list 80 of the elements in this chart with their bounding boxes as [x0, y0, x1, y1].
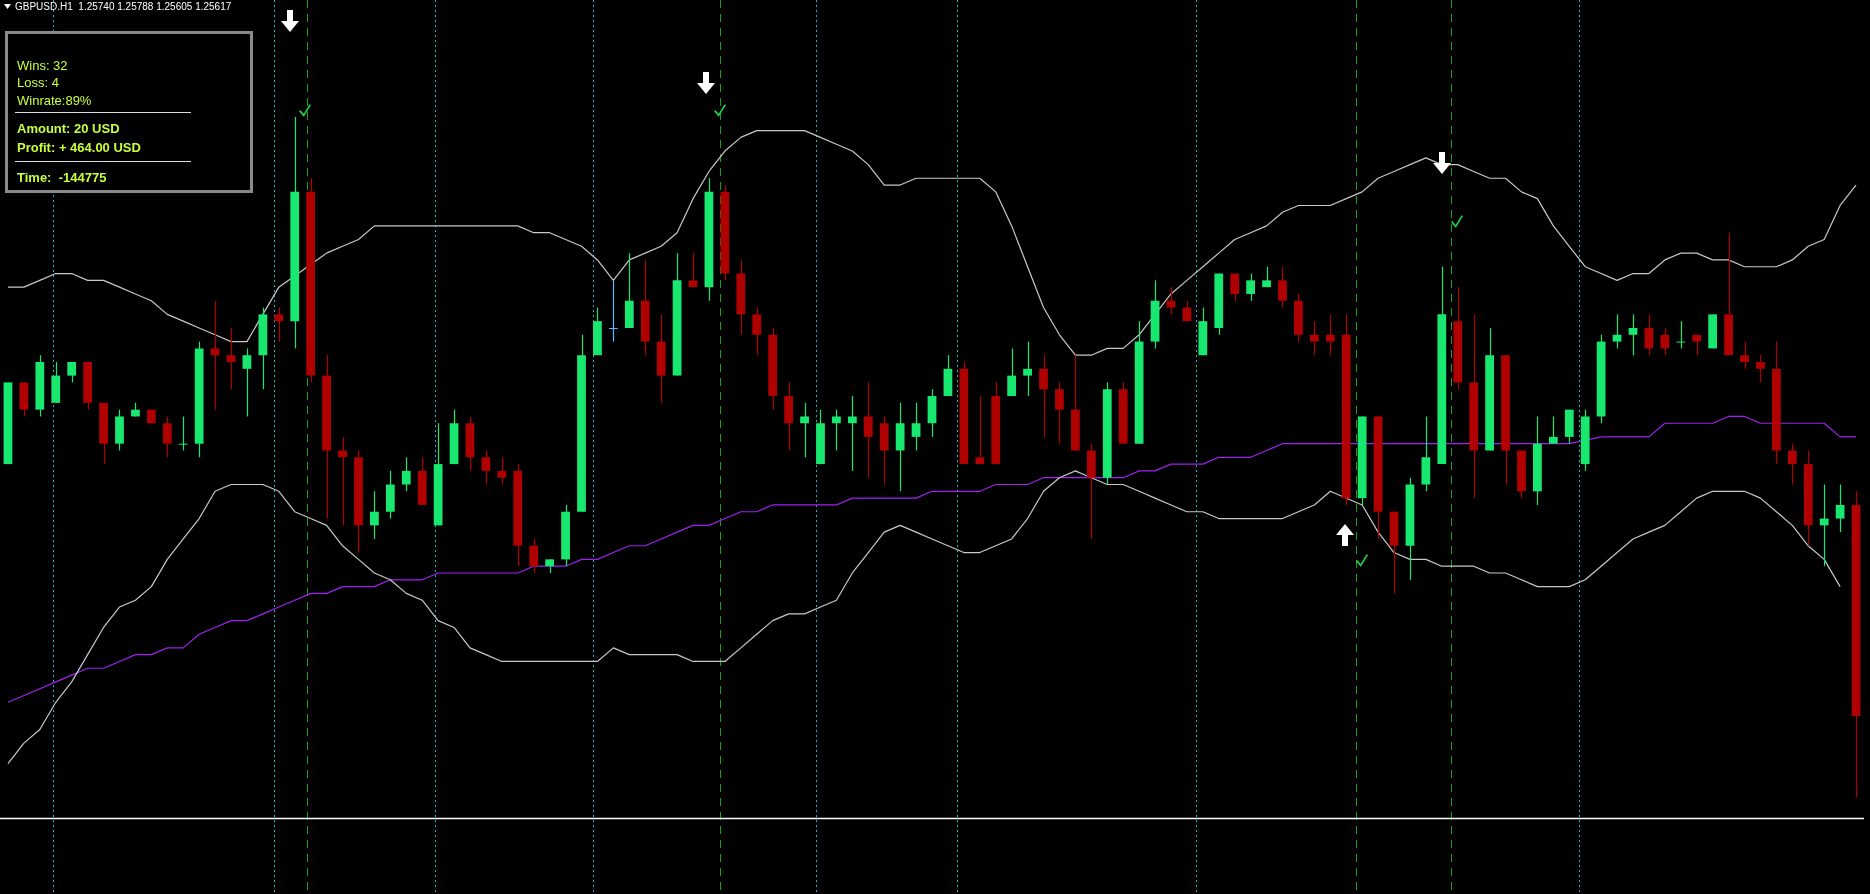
- candlestick: [832, 409, 841, 452]
- candlestick: [1533, 415, 1542, 506]
- candlestick: [863, 381, 873, 479]
- candlestick: [752, 306, 762, 356]
- chart-title: GBPUSD.H1 1.25740 1.25788 1.25605 1.25617: [15, 1, 232, 12]
- candlestick: [1118, 381, 1128, 445]
- candlestick: [513, 463, 523, 567]
- candlestick: [433, 422, 443, 526]
- candlestick: [1787, 443, 1797, 486]
- candlestick: [115, 409, 124, 452]
- candlestick: [1485, 327, 1494, 452]
- candlestick: [1469, 313, 1479, 499]
- candlestick: [1580, 409, 1590, 472]
- candlestick: [784, 381, 793, 452]
- candlestick: [1803, 449, 1813, 547]
- candlestick: [561, 504, 570, 567]
- candlestick: [497, 456, 507, 486]
- candlestick: [290, 116, 300, 349]
- candlestick: [1708, 313, 1718, 349]
- candlestick: [1086, 443, 1096, 540]
- candlestick: [1214, 272, 1224, 336]
- candlestick: [975, 395, 985, 465]
- candlestick: [1421, 415, 1431, 492]
- candlestick: [1325, 313, 1335, 356]
- candlestick: [338, 436, 347, 526]
- candlestick: [67, 361, 77, 384]
- candlestick: [306, 177, 316, 384]
- candlestick: [1596, 334, 1606, 424]
- candlestick: [1756, 354, 1765, 384]
- candlestick: [1357, 415, 1367, 506]
- candlestick: [83, 361, 93, 411]
- candlestick: [640, 259, 650, 356]
- candlestick: [1278, 266, 1287, 309]
- info-panel: Wins: 32 Loss: 4 Winrate:89% Amount: 20 USD Profit: + 464.00 USD Time: -144775: [5, 31, 253, 193]
- candlestick: [1564, 409, 1574, 445]
- candlestick: [1341, 313, 1351, 506]
- candlestick: [879, 415, 889, 486]
- annotation: Time: -144775: [17, 170, 107, 185]
- candlestick: [1198, 306, 1208, 356]
- candlestick: [1517, 449, 1526, 499]
- candlestick: [800, 402, 809, 458]
- candlestick: [1102, 381, 1112, 486]
- candlestick: [162, 415, 172, 458]
- candlestick: [1294, 293, 1303, 343]
- candlestick: [1309, 320, 1319, 356]
- annotation: Amount: 20 USD: [17, 121, 120, 136]
- candlestick: [1724, 232, 1733, 356]
- candlestick: [401, 456, 411, 492]
- candlestick: [354, 449, 363, 554]
- candlestick: [1023, 340, 1032, 397]
- candlestick: [656, 313, 666, 404]
- candlestick: [1740, 340, 1749, 370]
- candlestick: [322, 354, 331, 520]
- candlestick: [274, 306, 284, 343]
- candlestick: [895, 402, 905, 492]
- candlestick: [51, 361, 61, 404]
- candlestick: [1055, 381, 1064, 445]
- candlestick: [1453, 286, 1463, 390]
- candlestick: [1246, 272, 1256, 302]
- candlestick: [1501, 354, 1510, 486]
- candlestick: [991, 381, 1001, 465]
- candlestick: [1772, 340, 1781, 465]
- candlestick: [385, 470, 395, 520]
- candlestick: [624, 252, 634, 329]
- candlestick: [1437, 266, 1447, 465]
- candlestick: [1692, 334, 1702, 356]
- candlestick: [1548, 415, 1558, 445]
- candlestick: [417, 456, 427, 506]
- candlestick: [768, 327, 778, 411]
- candlestick: [816, 409, 825, 465]
- candlestick: [258, 306, 268, 390]
- candlestick: [35, 354, 45, 418]
- candlestick: [593, 306, 602, 356]
- candlestick: [577, 334, 586, 513]
- annotation: Profit: + 464.00 USD: [17, 140, 141, 155]
- candlestick: [194, 340, 204, 458]
- candlestick: [847, 395, 857, 472]
- candlestick: [99, 402, 108, 465]
- candlestick: [1262, 266, 1271, 288]
- candlestick: [959, 361, 969, 465]
